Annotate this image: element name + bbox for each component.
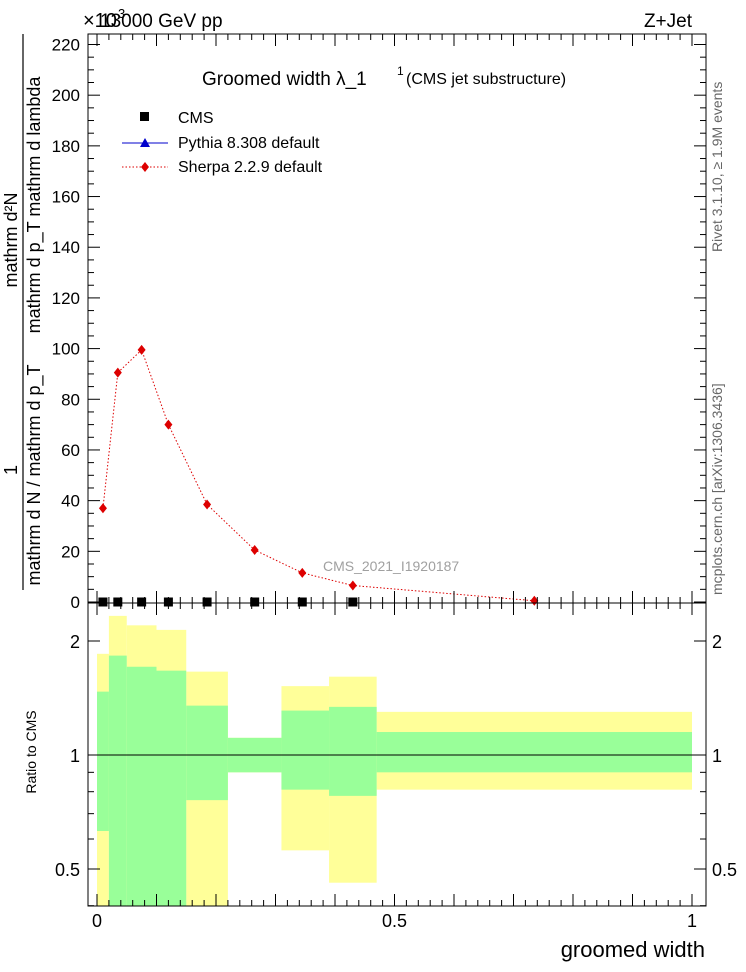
- watermark: CMS_2021_I1920187: [323, 558, 459, 574]
- y-tick-label: 180: [52, 137, 80, 156]
- green-band-bin: [186, 705, 228, 801]
- main-series: [98, 344, 539, 607]
- ratio-y-tick-label: 1: [70, 746, 80, 766]
- y-axis-numerator: mathrm d²N: [1, 192, 21, 287]
- x-tick-label: 0.5: [382, 911, 407, 931]
- green-band-bin: [281, 710, 330, 790]
- y-tick-label: 80: [61, 390, 80, 409]
- ratio-y-tick-label-right: 0.5: [712, 860, 737, 880]
- exponent-power: 3: [118, 6, 125, 21]
- y-tick-label: 160: [52, 188, 80, 207]
- ratio-y-axis-title: Ratio to CMS: [23, 710, 39, 793]
- y-tick-label: 20: [61, 542, 80, 561]
- sherpa-point: [203, 499, 212, 510]
- legend-cms-marker: [140, 112, 149, 121]
- y-tick-label: 220: [52, 36, 80, 55]
- header-process: Z+Jet: [644, 11, 693, 32]
- ratio-y-tick-label-right: 2: [712, 632, 722, 652]
- green-band-bin: [156, 670, 187, 906]
- legend-cms-label: CMS: [178, 110, 214, 127]
- green-band-bin: [329, 706, 377, 796]
- legend-sherpa-label: Sherpa 2.2.9 default: [178, 159, 323, 176]
- cms-point: [297, 597, 307, 607]
- cms-point: [137, 597, 147, 607]
- green-band-bin: [108, 655, 127, 906]
- cms-point: [250, 597, 260, 607]
- y-axis-denominator-bottom: mathrm d N / mathrm d p_T: [24, 364, 45, 585]
- legend-sherpa-marker: [141, 162, 149, 172]
- legend-pythia-marker: [140, 138, 150, 147]
- sherpa-point: [164, 419, 173, 430]
- y-tick-label: 120: [52, 289, 80, 308]
- y-tick-label: 60: [61, 441, 80, 460]
- sherpa-point: [298, 567, 307, 578]
- exponent-label: ×10: [83, 10, 117, 32]
- sherpa-point: [137, 344, 146, 355]
- y-axis-denominator-top: mathrm d p_T mathrm d lambda: [24, 76, 45, 334]
- y-axis-fraction-one: 1: [1, 465, 21, 475]
- x-tick-label: 1: [687, 911, 697, 931]
- y-tick-label: 100: [52, 340, 80, 359]
- sherpa-line: [102, 348, 535, 602]
- cms-point: [113, 597, 123, 607]
- y-tick-label: 200: [52, 86, 80, 105]
- sherpa-point: [250, 545, 259, 556]
- side-label-mcplots: mcplots.cern.ch [arXiv:1306.3436]: [709, 383, 725, 595]
- chart-title: Groomed width λ_1: [202, 69, 367, 90]
- legend-pythia-label: Pythia 8.308 default: [178, 135, 320, 152]
- side-label-rivet: Rivet 3.1.10, ≥ 1.9M events: [709, 82, 725, 252]
- y-tick-label: 140: [52, 238, 80, 257]
- y-tick-label: 0: [71, 593, 80, 612]
- green-band-bin: [97, 691, 109, 831]
- x-axis-title: groomed width: [561, 937, 705, 962]
- x-tick-label: 0: [92, 911, 102, 931]
- cms-point: [348, 597, 358, 607]
- y-axis-title-main: mathrm d²N mathrm d p_T mathrm d lambda …: [1, 34, 45, 590]
- ratio-y-tick-label: 0.5: [55, 860, 80, 880]
- sherpa-point: [348, 580, 357, 591]
- ratio-y-tick-label: 2: [70, 632, 80, 652]
- chart-title-suffix: (CMS jet substructure): [406, 71, 566, 88]
- header-energy: 13000 GeV pp: [100, 11, 223, 32]
- y-tick-label: 40: [61, 492, 80, 511]
- ratio-uncertainty-bands: [97, 615, 692, 906]
- tick-marks: 0 20 40 60 80 100 120 140 160 180 200 220 0 0.5 1 0.5 0.…: [52, 34, 737, 931]
- legend: CMS Pythia 8.308 default Sherpa 2.2.9 de…: [122, 110, 323, 176]
- cms-point: [202, 597, 212, 607]
- sherpa-point: [113, 367, 122, 378]
- cms-point: [98, 597, 108, 607]
- sherpa-point: [98, 503, 107, 514]
- green-band-bin: [126, 666, 157, 906]
- ratio-y-tick-label-right: 1: [712, 746, 722, 766]
- chart-title-superscript: 1: [397, 64, 404, 78]
- green-band-bin: [376, 732, 692, 773]
